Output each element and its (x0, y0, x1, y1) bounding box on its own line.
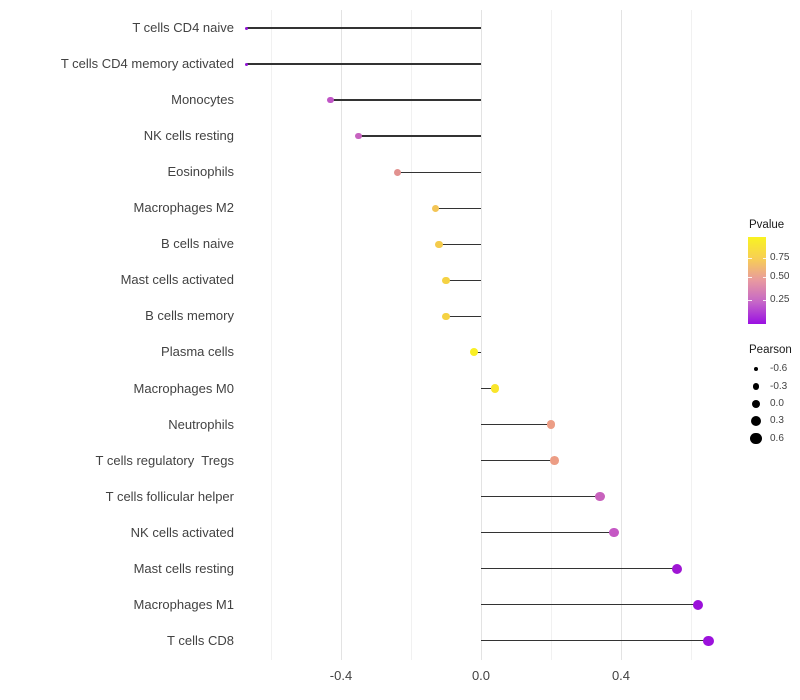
size-legend-label: 0.3 (770, 415, 784, 427)
lollipop-stem (481, 568, 677, 570)
y-axis-label: Plasma cells (161, 344, 234, 360)
lollipop-stem (481, 532, 614, 534)
plot-panel (222, 10, 732, 660)
y-axis-label: Macrophages M1 (133, 596, 234, 612)
colorbar-tick-label: 0.75 (770, 251, 790, 263)
colorbar-tick (748, 300, 752, 301)
gridline-minor (271, 10, 272, 660)
y-axis-label: Mast cells activated (120, 272, 234, 288)
gridline-major (481, 10, 482, 660)
lollipop-stem (481, 604, 698, 606)
lollipop-stem (481, 387, 495, 390)
lollipop-dot (245, 26, 248, 30)
pvalue-colorbar (748, 237, 766, 324)
lollipop-dot (435, 240, 443, 248)
y-axis-label: B cells naive (161, 236, 234, 252)
size-legend-label: 0.0 (770, 397, 784, 409)
y-axis-label: B cells memory (145, 308, 234, 324)
x-axis-tick-label: 0.4 (611, 668, 631, 683)
y-axis-label: NK cells resting (143, 128, 234, 144)
y-axis-label: Neutrophils (168, 416, 234, 432)
colorbar-tick-label: 0.25 (770, 294, 790, 305)
lollipop-stem (481, 495, 600, 498)
size-legend-dot (751, 416, 761, 427)
lollipop-dot (609, 527, 619, 538)
colorbar-tick (748, 257, 752, 259)
lollipop-stem (481, 640, 709, 642)
lollipop-stem (481, 423, 551, 426)
lollipop-stem (246, 27, 481, 29)
y-axis-label: Monocytes (171, 92, 234, 108)
y-axis-label: Mast cells resting (133, 560, 234, 576)
lollipop-dot (595, 492, 605, 502)
lollipop-stem (435, 207, 481, 209)
lollipop-dot (490, 384, 500, 393)
lollipop-dot (703, 635, 714, 646)
gridline-minor (551, 10, 552, 660)
gridline-minor (691, 10, 692, 660)
lollipop-dot (431, 204, 440, 212)
size-legend-label: 0.6 (770, 432, 784, 444)
x-axis-tick-label: 0.0 (471, 668, 491, 683)
lollipop-dot (692, 599, 704, 610)
lollipop-dot (393, 168, 401, 176)
size-legend-dot (753, 367, 759, 372)
lollipop-dot (355, 132, 362, 140)
lollipop-stem (439, 243, 481, 245)
colorbar-tick (762, 277, 766, 279)
lollipop-stem (358, 135, 481, 137)
y-axis-label: T cells CD8 (167, 632, 234, 648)
pvalue-legend-title: Pvalue (749, 219, 785, 231)
gridline-major (621, 10, 622, 660)
size-legend-label: -0.3 (770, 380, 788, 392)
size-legend-label: -0.6 (770, 363, 788, 375)
lollipop-dot (546, 420, 556, 429)
y-axis-label: Eosinophils (167, 164, 235, 180)
lollipop-dot (672, 563, 682, 574)
lollipop-dot (327, 97, 334, 104)
lollipop-dot (442, 312, 450, 321)
lollipop-dot (442, 276, 450, 285)
lollipop-dot (550, 456, 559, 465)
y-axis-label: Macrophages M2 (133, 200, 234, 216)
y-axis-label: T cells CD4 memory activated (60, 56, 234, 71)
lollipop-dot (245, 62, 248, 66)
colorbar-tick (762, 300, 766, 301)
colorbar-tick (748, 277, 752, 279)
lollipop-stem (446, 315, 481, 318)
y-axis-label: T cells regulatory Tregs (95, 452, 234, 468)
y-axis-label: Macrophages M0 (133, 380, 234, 396)
x-axis-tick-label: -0.4 (329, 668, 353, 683)
size-legend-dot (751, 399, 761, 409)
colorbar-tick (762, 257, 766, 259)
lollipop-stem (481, 459, 555, 462)
gridline-major (341, 10, 342, 660)
y-axis-label: T cells CD4 naive (132, 20, 234, 35)
size-legend-dot (750, 432, 762, 445)
lollipop-dot (470, 348, 478, 357)
gridline-minor (411, 10, 412, 660)
pearson-legend-title: Pearson (749, 344, 792, 356)
size-legend-dot (752, 383, 760, 390)
colorbar-tick-label: 0.50 (770, 271, 790, 283)
y-axis-label: NK cells activated (130, 524, 234, 540)
lollipop-stem (397, 171, 481, 173)
lollipop-stem (246, 63, 481, 65)
lollipop-stem (446, 279, 481, 281)
lollipop-stem (330, 99, 481, 101)
y-axis-label: T cells follicular helper (105, 488, 234, 504)
